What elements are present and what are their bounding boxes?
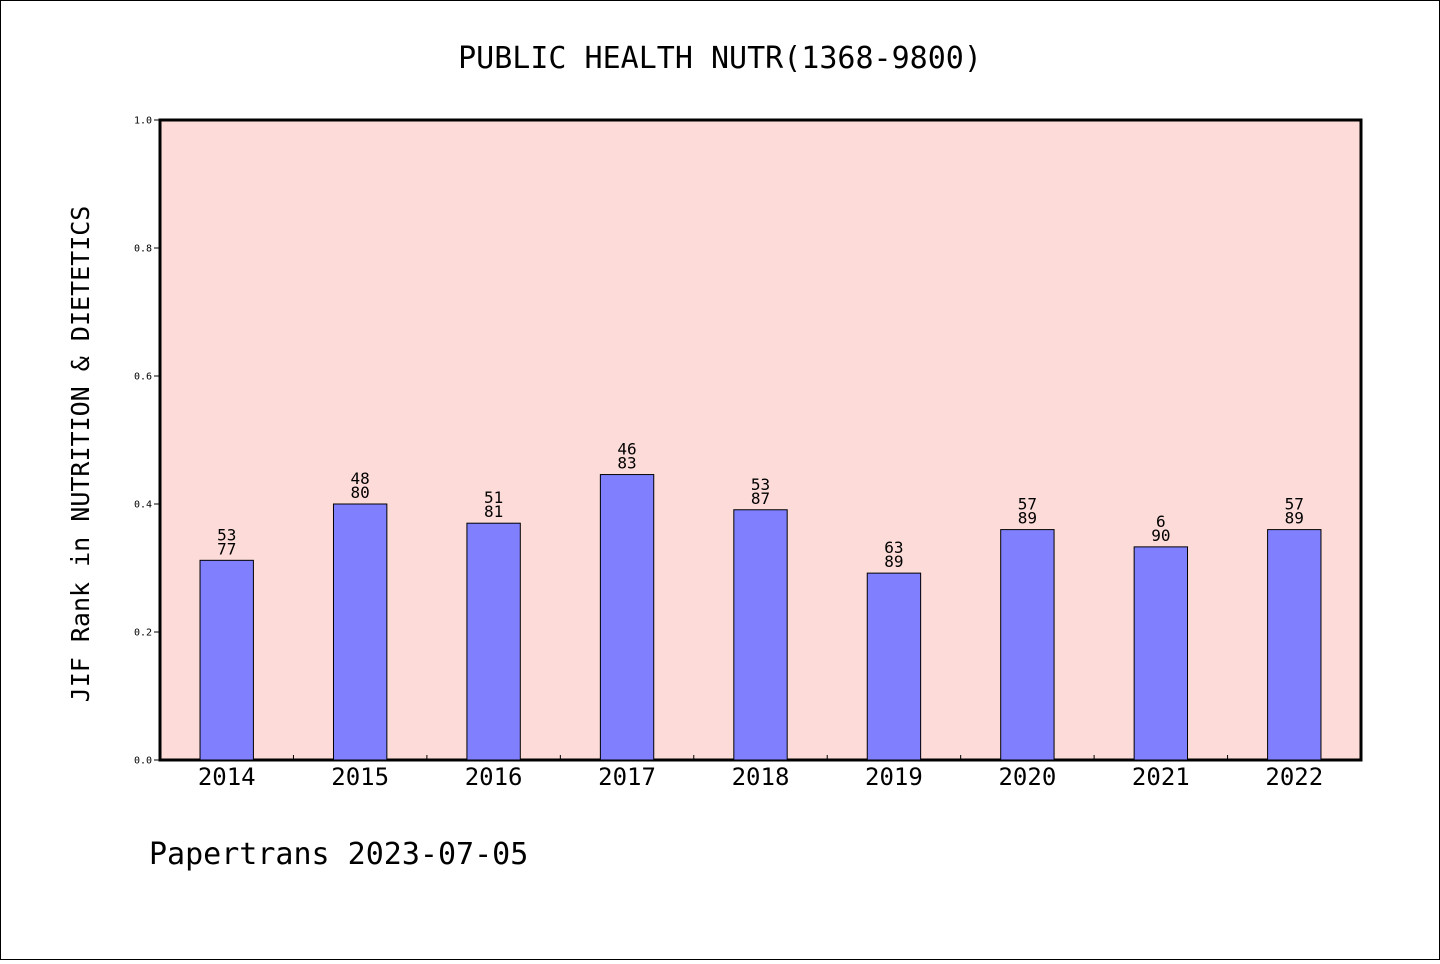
bar-series [199, 474, 1322, 761]
bar-label-rank: 63 [884, 538, 903, 557]
bar-label-total: 80 [351, 483, 370, 502]
y-tick-label: 0.4 [134, 500, 152, 511]
y-tick-label: 0.6 [134, 372, 152, 383]
bar [332, 503, 388, 761]
x-tick-label: 2020 [998, 763, 1056, 791]
y-axis-label: JIF Rank in NUTRITION & DIETETICS [66, 206, 95, 703]
bar-label-rank: 53 [217, 525, 236, 544]
bar [1267, 529, 1322, 761]
bar [466, 522, 521, 761]
bar-label-total: 89 [884, 552, 903, 571]
bar-label-total: 90 [1151, 526, 1170, 545]
y-tick-label: 0.2 [134, 628, 152, 639]
footer-text: Papertrans 2023-07-05 [149, 837, 528, 872]
y-tick-label: 0.8 [134, 244, 152, 255]
y-tick-label: 1.0 [134, 116, 152, 127]
bar-label-rank: 46 [617, 440, 636, 459]
x-tick-label: 2016 [465, 763, 523, 791]
bar-label-total: 83 [617, 454, 636, 473]
y-axis: 0.0 0.2 0.4 0.6 0.8 1.0 [134, 116, 160, 767]
bar [733, 509, 788, 761]
x-tick-label: 2021 [1132, 763, 1190, 791]
bar-label-total: 87 [751, 489, 770, 508]
bar [866, 572, 922, 761]
bar-label-total: 89 [1018, 509, 1037, 528]
y-tick-label: 0.0 [134, 756, 152, 767]
x-tick-label: 2019 [865, 763, 923, 791]
bar-label-total: 77 [217, 539, 236, 558]
x-tick-label: 2022 [1265, 763, 1323, 791]
bar-label-total: 81 [484, 502, 503, 521]
bar-label-total: 89 [1285, 509, 1304, 528]
bar-label-rank: 51 [484, 488, 503, 507]
bar [1133, 546, 1189, 761]
bar-label-rank: 57 [1018, 495, 1037, 514]
bar [1000, 529, 1055, 761]
bar-label-rank: 6 [1156, 512, 1166, 531]
x-axis: 2014 2015 2016 2017 2018 2019 2020 2021 2022 [198, 755, 1323, 791]
x-tick-label: 2014 [198, 763, 256, 791]
bar-label-rank: 57 [1285, 495, 1304, 514]
bar [599, 474, 655, 761]
bar-label-rank: 48 [351, 469, 370, 488]
chart-title: PUBLIC HEALTH NUTR(1368-9800) [458, 41, 982, 76]
bar [199, 559, 254, 761]
bar-label-rank: 53 [751, 475, 770, 494]
x-tick-label: 2018 [732, 763, 790, 791]
x-tick-label: 2017 [598, 763, 656, 791]
x-tick-label: 2015 [331, 763, 389, 791]
